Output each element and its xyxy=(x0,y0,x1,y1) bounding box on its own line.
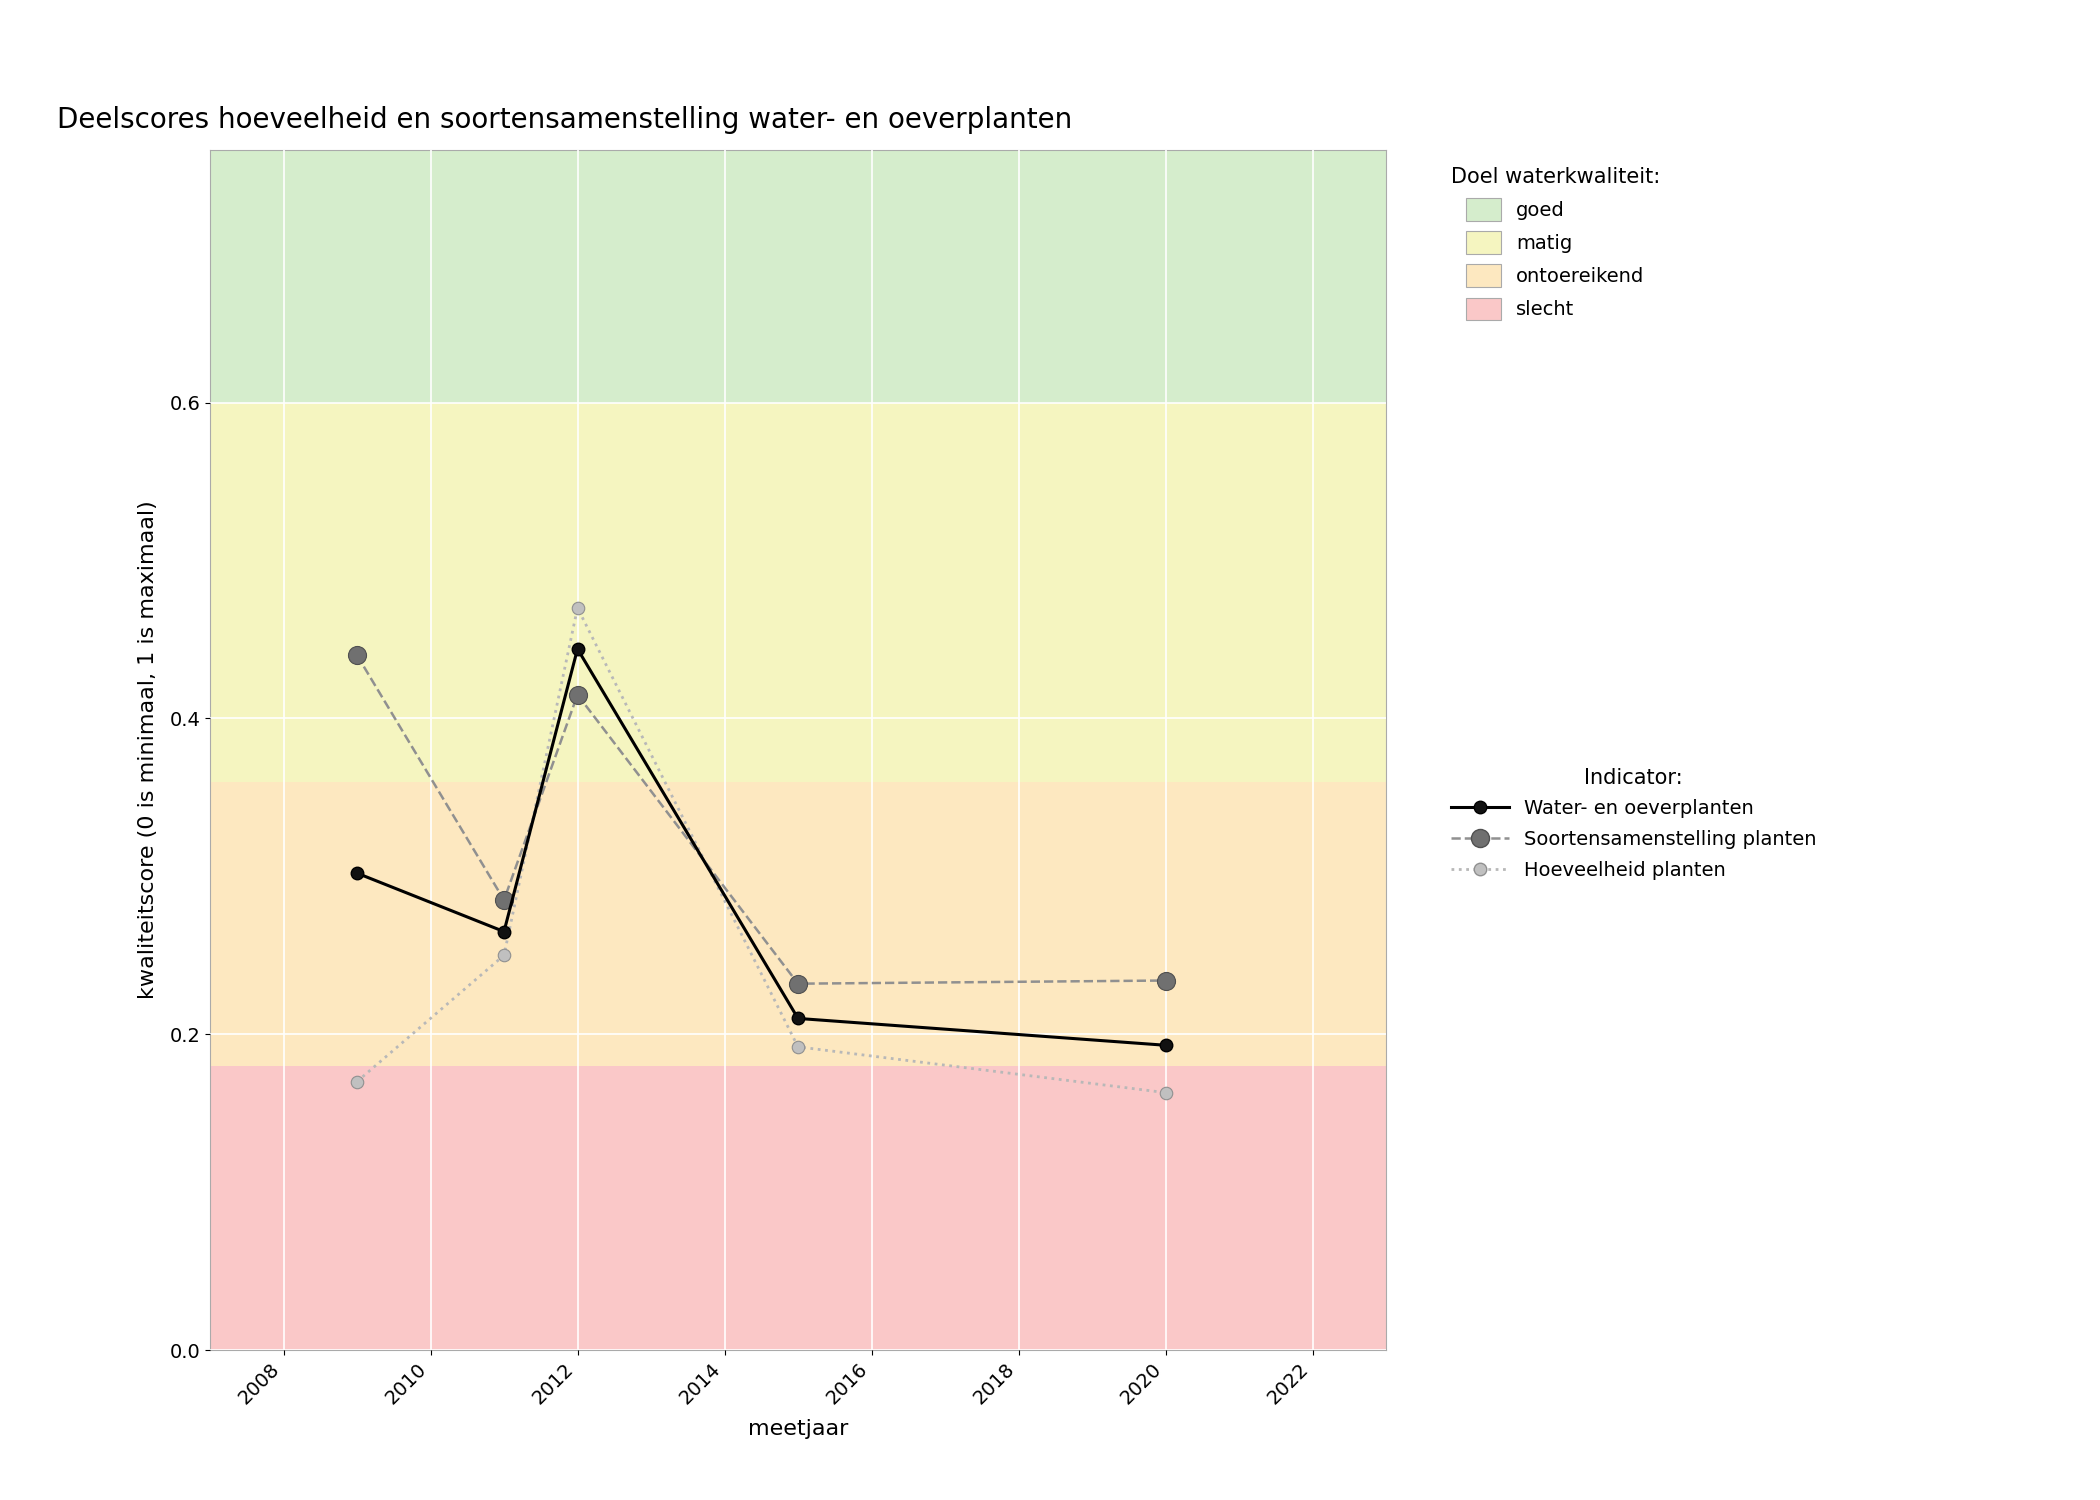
Soortensamenstelling planten xyxy=(1153,972,1178,990)
Line: Soortensamenstelling planten: Soortensamenstelling planten xyxy=(349,646,1174,993)
Bar xyxy=(210,1066,1386,1350)
Text: Deelscores hoeveelheid en soortensamenstelling water- en oeverplanten: Deelscores hoeveelheid en soortensamenst… xyxy=(57,106,1073,134)
Hoeveelheid planten xyxy=(565,598,590,616)
Water- en oeverplanten xyxy=(785,1010,811,1028)
Line: Water- en oeverplanten: Water- en oeverplanten xyxy=(351,642,1172,1052)
Bar xyxy=(210,402,1386,782)
Bar xyxy=(210,782,1386,1066)
Legend: Water- en oeverplanten, Soortensamenstelling planten, Hoeveelheid planten: Water- en oeverplanten, Soortensamenstel… xyxy=(1443,759,1825,888)
Hoeveelheid planten xyxy=(1153,1083,1178,1101)
Y-axis label: kwaliteitscore (0 is minimaal, 1 is maximaal): kwaliteitscore (0 is minimaal, 1 is maxi… xyxy=(139,501,157,999)
Line: Hoeveelheid planten: Hoeveelheid planten xyxy=(351,602,1172,1100)
Water- en oeverplanten xyxy=(491,922,517,940)
Water- en oeverplanten xyxy=(1153,1036,1178,1054)
Hoeveelheid planten xyxy=(344,1072,370,1090)
Hoeveelheid planten xyxy=(491,946,517,964)
Water- en oeverplanten xyxy=(565,640,590,658)
Bar xyxy=(210,150,1386,402)
Soortensamenstelling planten xyxy=(491,891,517,909)
Soortensamenstelling planten xyxy=(344,646,370,664)
Hoeveelheid planten xyxy=(785,1038,811,1056)
Water- en oeverplanten xyxy=(344,864,370,882)
Soortensamenstelling planten xyxy=(565,686,590,703)
X-axis label: meetjaar: meetjaar xyxy=(748,1419,848,1438)
Soortensamenstelling planten xyxy=(785,975,811,993)
